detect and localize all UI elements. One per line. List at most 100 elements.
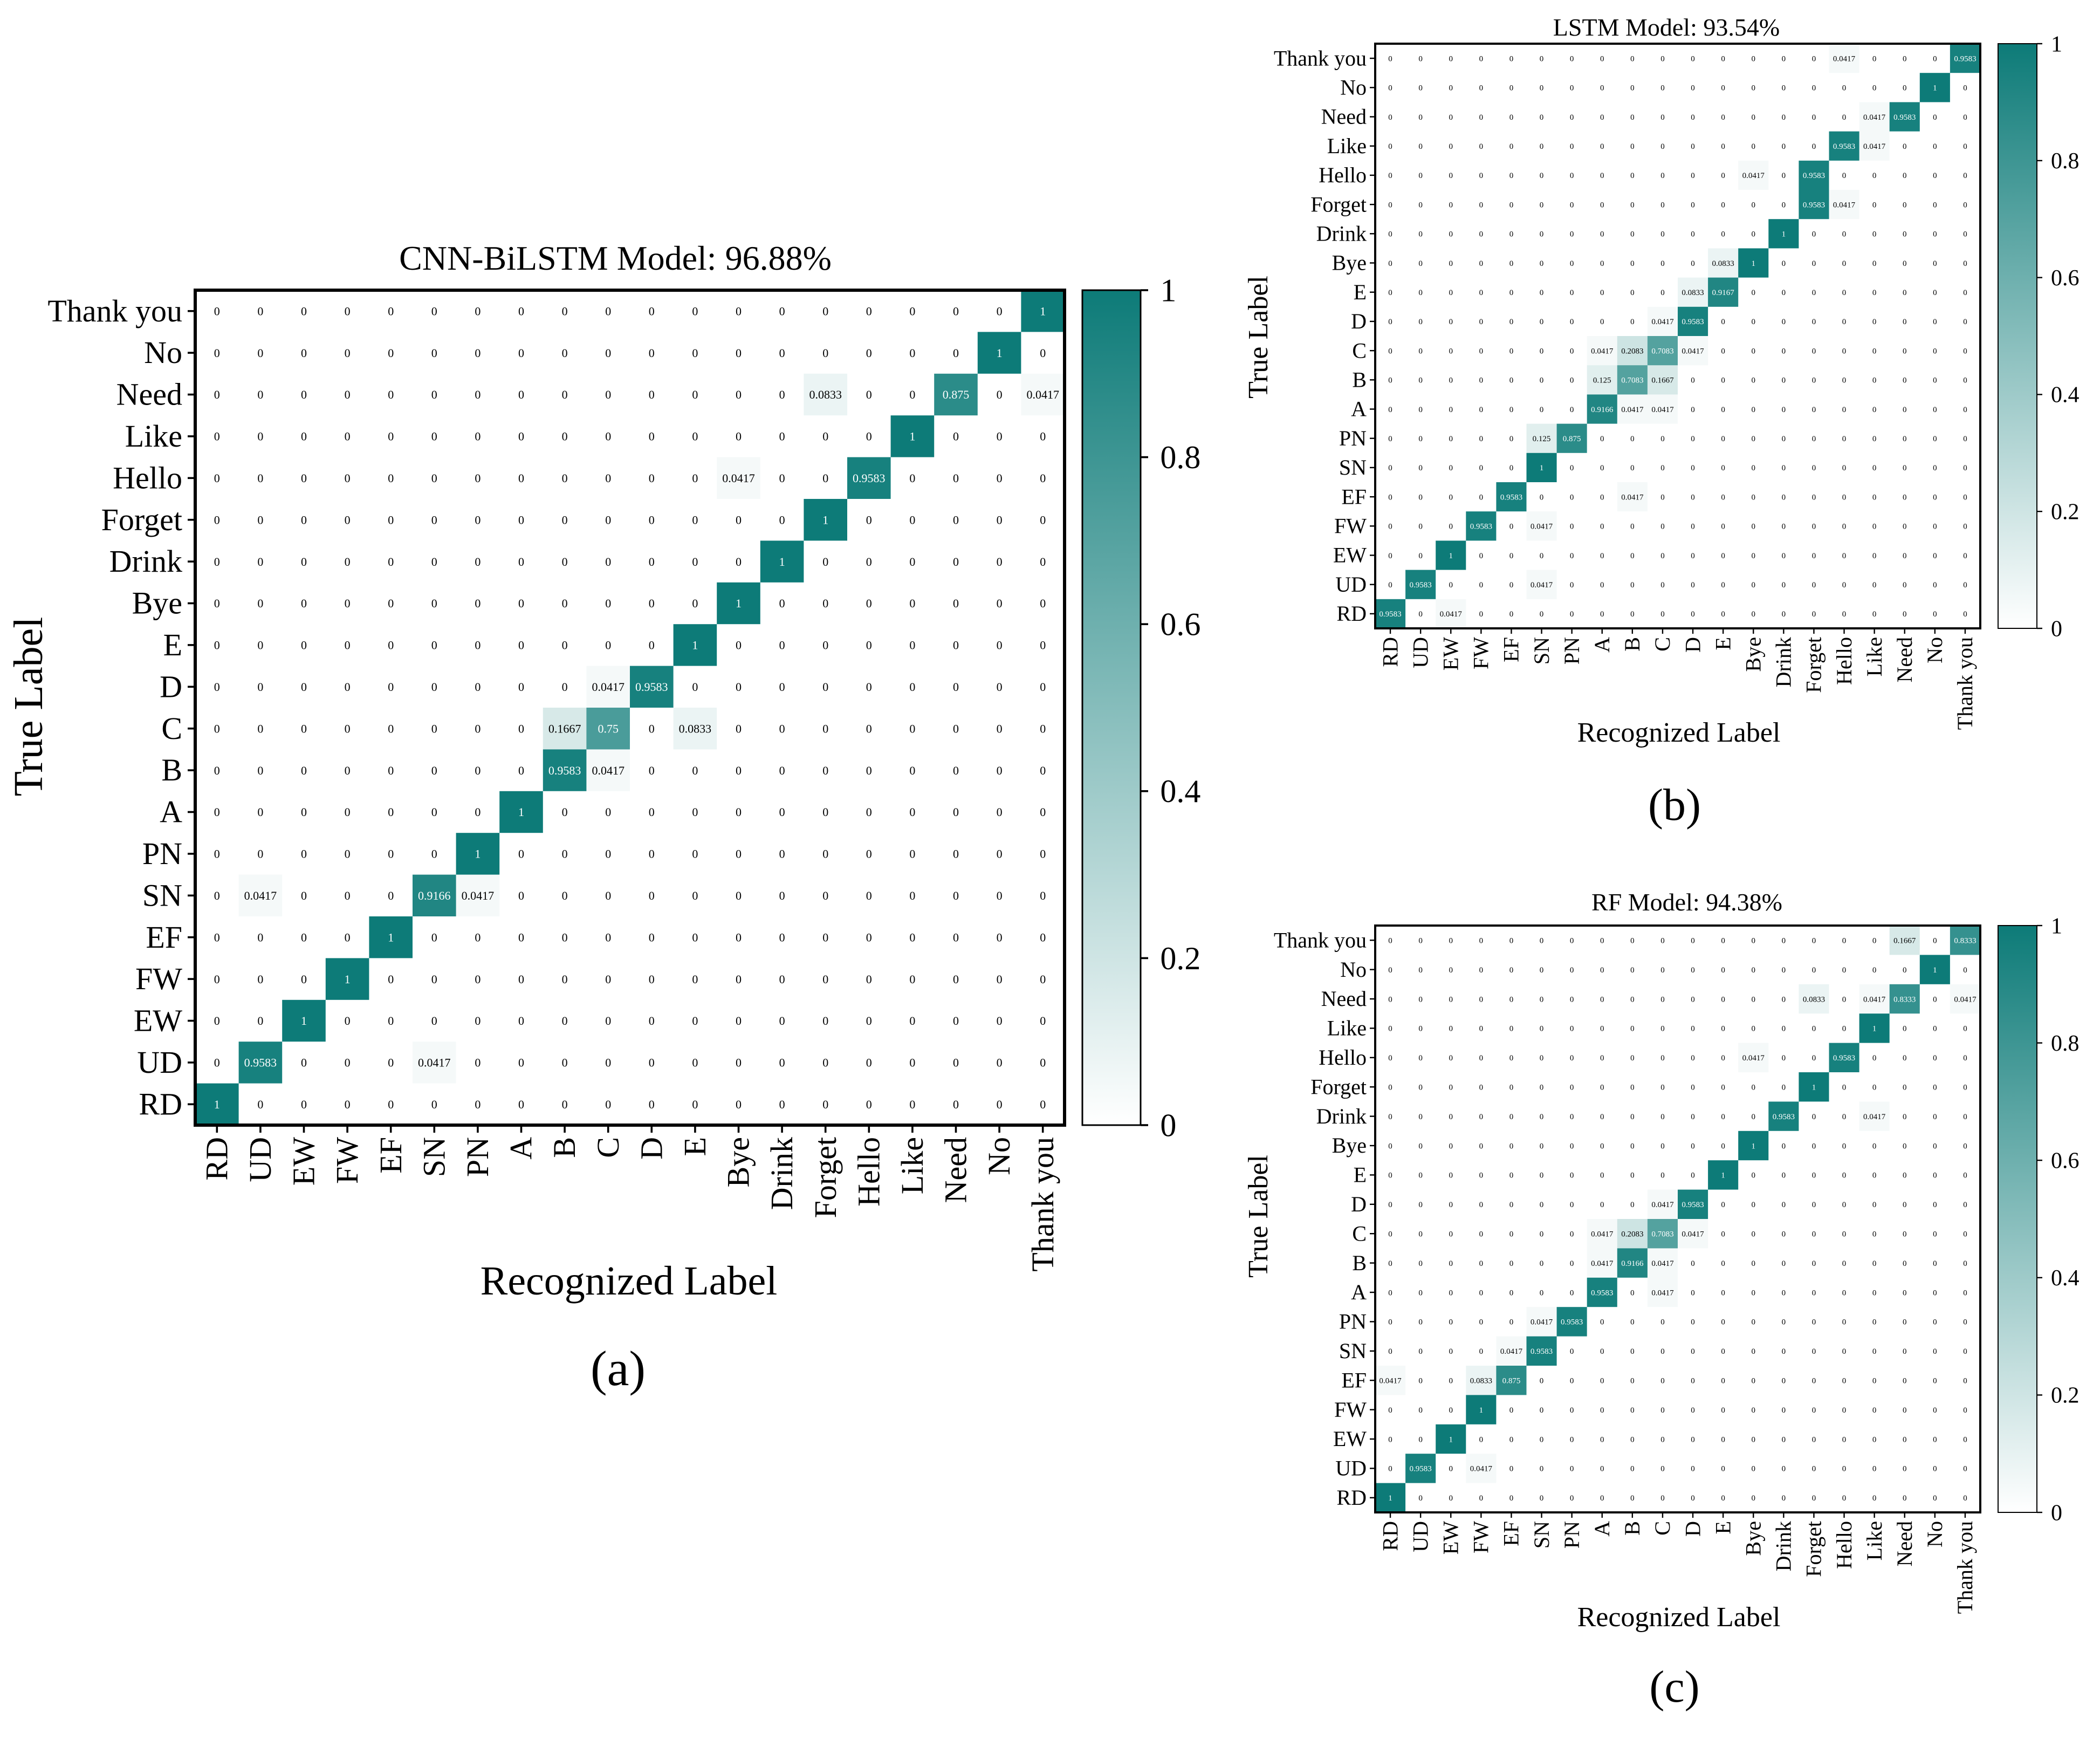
cell-ud-need (934, 1042, 978, 1084)
cell-thank-you-no (977, 290, 1021, 332)
cell-value: 0.0417 (592, 680, 624, 694)
cell-fw-d (1678, 1395, 1708, 1425)
cell-no-a (1587, 955, 1618, 985)
cell-sn-need (1889, 1336, 1920, 1366)
cell-value: 0 (822, 1014, 828, 1027)
cell-forget-d (1678, 190, 1708, 220)
cell-value: 0 (1903, 1113, 1907, 1121)
cell-value: 0 (1721, 318, 1725, 326)
cell-e-rd (1375, 277, 1406, 307)
cell-thank-you-ud (1405, 926, 1436, 955)
cell-value: 0 (1388, 1083, 1392, 1092)
cell-value: 0 (953, 597, 959, 610)
cell-bye-ew (1436, 1131, 1466, 1161)
cell-e-hello (1829, 1160, 1860, 1190)
cell-value: 0 (1691, 54, 1695, 63)
cell-value: 0 (822, 346, 828, 360)
panel-a-caption: (a) (591, 1341, 646, 1396)
cell-value: 0 (1782, 995, 1786, 1004)
cell-value: 0 (1842, 259, 1847, 268)
cell-b-like (890, 749, 935, 792)
cell-fw-c (586, 958, 630, 1001)
cell-c-thank-you (1950, 336, 1981, 366)
cell-drink-bye (717, 540, 761, 583)
cell-no-ew (1436, 73, 1466, 102)
cell-no-rd (1375, 955, 1406, 985)
cell-value: 0.0417 (1651, 1201, 1674, 1209)
cell-need-rd (1375, 102, 1406, 132)
cell-value: 0 (1449, 1201, 1453, 1209)
cell-value: 0 (518, 346, 524, 360)
cell-value: 0.9583 (1682, 318, 1704, 326)
x-tick-label: C (1650, 637, 1674, 652)
cell-value: 0 (1479, 201, 1484, 209)
cell-value: 0.875 (1502, 1376, 1521, 1385)
y-tick-label: Drink (109, 544, 182, 579)
cell-value: 0 (1752, 523, 1756, 531)
cell-like-c (1647, 1013, 1678, 1044)
cell-ew-fw (1466, 540, 1497, 571)
cell-value: 0 (1933, 1083, 1937, 1092)
cell-value: 0 (1449, 142, 1453, 151)
cell-sn-ef (1496, 1336, 1527, 1366)
cell-value: 0 (909, 304, 915, 318)
cell-sn-like (1859, 453, 1890, 483)
cell-forget-fw (1466, 1072, 1497, 1102)
cell-value: 0 (1963, 581, 1967, 590)
cell-fw-forget (804, 958, 848, 1001)
cell-thank-you-rd (1375, 926, 1406, 955)
cell-value: 0 (1509, 581, 1514, 590)
cell-value: 0 (1933, 1259, 1937, 1268)
cell-value: 1 (1479, 1406, 1484, 1415)
cell-value: 0 (257, 1014, 263, 1027)
cell-value: 1 (736, 597, 742, 610)
cell-d-a (1587, 306, 1618, 337)
cell-ud-ud (1405, 1454, 1436, 1484)
cell-value: 0 (1540, 995, 1544, 1004)
cell-b-thank-you (1021, 749, 1065, 792)
cell-value: 0 (1721, 84, 1725, 93)
cell-value: 0 (779, 513, 785, 526)
cell-value: 0.1667 (1651, 376, 1674, 385)
cell-a-hello (847, 791, 891, 833)
cell-value: 0 (1479, 406, 1484, 414)
cell-value: 0 (1842, 318, 1847, 326)
cell-value: 0 (1691, 84, 1695, 93)
cell-b-hello (847, 749, 891, 792)
cell-value: 0 (1449, 1406, 1453, 1415)
cell-rd-pn (1556, 1483, 1588, 1513)
cell-no-drink (1768, 955, 1799, 985)
cell-value: 0 (1963, 1376, 1967, 1385)
cell-value: 0 (1418, 406, 1423, 414)
cell-value: 0 (1691, 1435, 1695, 1444)
cell-c-thank-you (1021, 708, 1065, 750)
cell-value: 0 (388, 346, 394, 360)
cell-b-need (1889, 365, 1920, 395)
cell-d-e (1708, 1189, 1739, 1220)
cell-d-b (1617, 306, 1648, 337)
cell-value: 0 (1933, 1318, 1937, 1327)
cell-need-bye (1738, 102, 1769, 132)
cell-value: 0 (431, 805, 437, 819)
cell-value: 0 (1449, 347, 1453, 355)
cell-value: 0 (1752, 610, 1756, 619)
cell-value: 0 (1418, 1025, 1423, 1033)
cell-value: 0 (1630, 172, 1635, 180)
cell-value: 0 (431, 597, 437, 610)
cell-value: 0 (1872, 1083, 1877, 1092)
cell-value: 0 (1752, 1172, 1756, 1180)
cell-value: 0 (822, 430, 828, 443)
cell-fw-hello (1829, 1395, 1860, 1425)
cell-value: 0 (649, 930, 655, 944)
cell-no-bye (717, 332, 761, 374)
cell-ud-ew (282, 1042, 326, 1084)
cell-a-c (586, 791, 630, 833)
cell-value: 0 (1752, 966, 1756, 975)
cell-forget-e (1708, 1072, 1739, 1102)
cell-value: 0 (1570, 201, 1574, 209)
cell-value: 0 (1418, 1435, 1423, 1444)
cell-value: 0 (1691, 995, 1695, 1004)
cell-value: 0 (1479, 1142, 1484, 1150)
cell-value: 0 (1752, 84, 1756, 93)
